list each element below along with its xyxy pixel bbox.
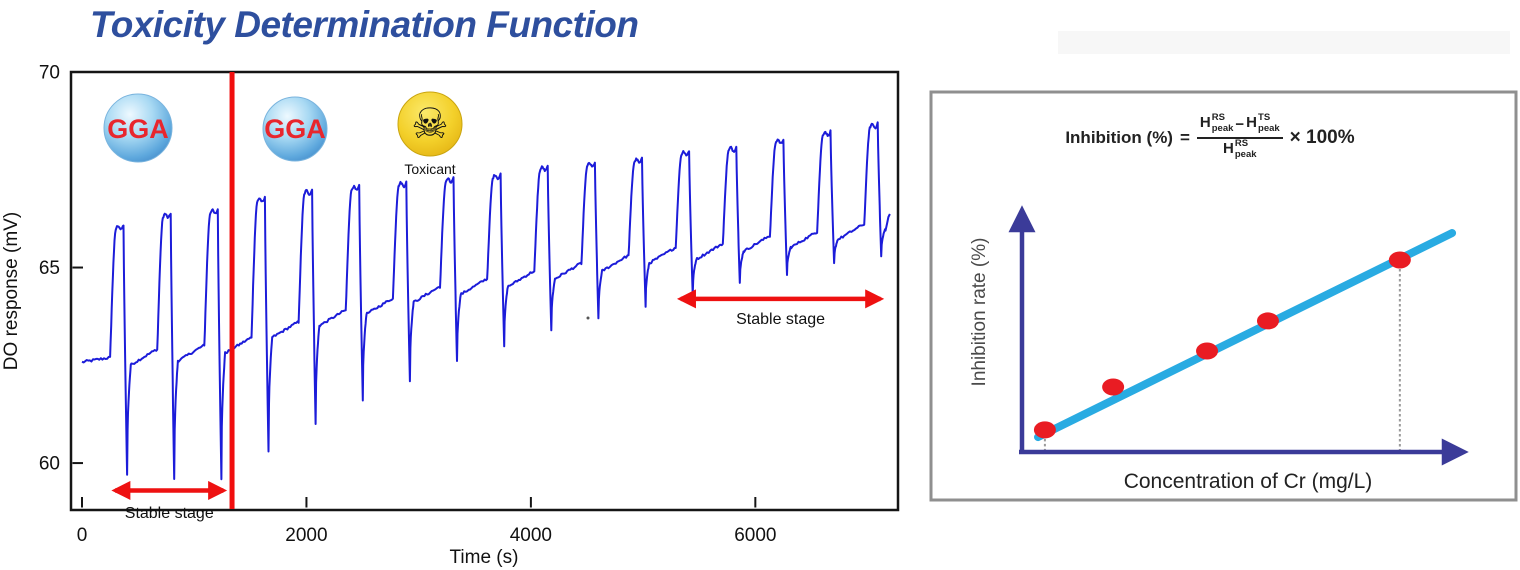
x-tick-label: 4000 <box>510 525 552 546</box>
toxicant-badge: ☠ Toxicant <box>397 91 463 177</box>
data-point <box>1102 378 1125 396</box>
plot-frame <box>69 70 900 512</box>
y-tick-label: 65 <box>39 258 60 279</box>
h-sub: peak <box>1258 122 1280 134</box>
toxicant-circle <box>397 91 463 157</box>
inhibition-x-axis-title: Concentration of Cr (mg/L) <box>1124 470 1373 493</box>
sphere-icon <box>262 96 328 162</box>
fraction-numerator: H RS peak − H TS peak <box>1197 113 1283 137</box>
y-tick-label: 70 <box>39 63 60 84</box>
stable-stage-label-2: Stable stage <box>736 311 825 328</box>
x-tick-label: 6000 <box>734 525 776 546</box>
h-sub: peak <box>1211 122 1234 134</box>
stable-stage-label-1: Stable stage <box>125 505 214 522</box>
formula-fraction: H RS peak − H TS peak H <box>1196 113 1283 161</box>
inhibition-y-axis-title: Inhibition rate (%) <box>969 238 990 387</box>
h-base: H <box>1223 140 1234 157</box>
inhibition-formula: Inhibition (%) = H RS peak − H TS peak <box>990 102 1430 174</box>
skull-crossbones-icon: ☠ <box>411 99 449 148</box>
fraction-denominator: H RS peak <box>1223 139 1257 161</box>
inhibition-panel: Inhibition rate (%) Concentration of Cr … <box>929 90 1518 502</box>
do-response-chart: 0 2000 4000 6000 70 65 60 Stable stage Stable … <box>1 63 900 568</box>
page-title: Toxicity Determination Function <box>90 4 639 45</box>
gga-label-2: GGA <box>264 114 326 144</box>
gga-label-1: GGA <box>107 114 169 144</box>
h-peak-ts: H TS peak <box>1246 113 1280 135</box>
axis-ticks: 0 2000 4000 6000 70 65 60 <box>39 63 777 547</box>
toxicant-label: Toxicant <box>404 161 455 177</box>
formula-lhs: Inhibition (%) <box>1065 128 1173 147</box>
y-axis-title: DO response (mV) <box>1 212 22 370</box>
panel-border <box>929 90 1518 502</box>
do-response-trace <box>81 121 891 481</box>
h-scripts: TS peak <box>1258 113 1280 133</box>
fraction-bar <box>1196 137 1283 139</box>
stray-dot <box>586 316 590 320</box>
gga-sphere-2: GGA <box>262 96 328 162</box>
x-axis-title: Time (s) <box>450 547 519 568</box>
h-sub: peak <box>1234 148 1257 160</box>
h-base: H <box>1199 114 1211 131</box>
data-point <box>1196 342 1219 360</box>
h-base: H <box>1246 114 1258 131</box>
formula-suffix: × 100% <box>1289 127 1355 148</box>
gga-sphere-1: GGA <box>103 93 173 163</box>
h-peak-rs: H RS peak <box>1199 113 1234 135</box>
data-point <box>1256 312 1279 330</box>
h-sup: RS <box>1211 112 1225 123</box>
h-sup: TS <box>1258 112 1271 123</box>
data-point <box>1388 251 1411 269</box>
x-tick-label: 2000 <box>285 525 327 546</box>
h-sup: RS <box>1234 138 1249 149</box>
calibration-plot <box>1033 229 1457 450</box>
y-tick-label: 60 <box>39 454 60 475</box>
formula-equals: = <box>1179 128 1190 147</box>
calibration-fit-line <box>1034 229 1457 442</box>
sphere-icon <box>103 93 173 163</box>
x-tick-label: 0 <box>77 525 88 546</box>
h-peak-rs-den: H RS peak <box>1223 139 1257 161</box>
h-scripts: RS peak <box>1212 113 1234 133</box>
h-scripts: RS peak <box>1235 139 1257 159</box>
top-right-band <box>1058 31 1510 54</box>
minus-sign: − <box>1235 116 1245 133</box>
data-point <box>1033 421 1056 439</box>
